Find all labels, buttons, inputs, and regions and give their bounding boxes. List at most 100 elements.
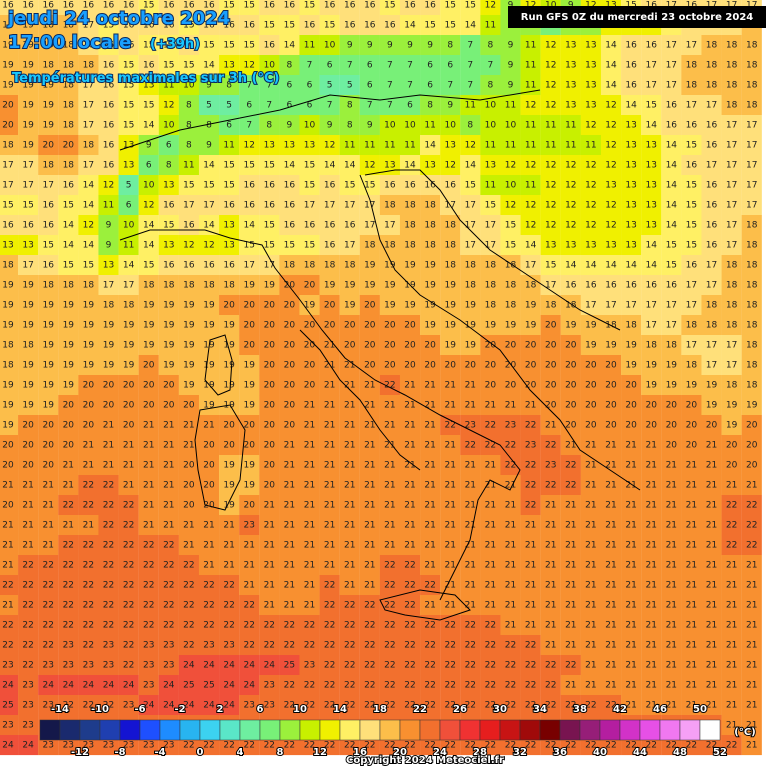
cell bbox=[158, 355, 179, 376]
value: 21 bbox=[605, 581, 616, 591]
value: 18 bbox=[63, 101, 75, 111]
cell bbox=[279, 155, 300, 176]
cell bbox=[681, 155, 702, 176]
value: 17 bbox=[645, 321, 656, 331]
value: 22 bbox=[404, 581, 415, 591]
cell bbox=[279, 75, 300, 96]
value: 24 bbox=[223, 681, 235, 691]
value: 21 bbox=[364, 441, 375, 451]
value: 22 bbox=[545, 661, 556, 671]
cell bbox=[379, 35, 401, 56]
value: 18 bbox=[746, 361, 758, 371]
cell bbox=[399, 195, 421, 216]
cell bbox=[460, 155, 481, 176]
cell bbox=[600, 255, 622, 276]
cell bbox=[440, 0, 461, 16]
cell bbox=[721, 295, 742, 316]
value: 21 bbox=[344, 461, 355, 471]
cell bbox=[460, 195, 481, 216]
cell bbox=[440, 115, 461, 136]
cell bbox=[319, 35, 340, 56]
cell bbox=[279, 15, 300, 36]
cell bbox=[600, 55, 622, 76]
value: 19 bbox=[465, 321, 477, 331]
cell bbox=[18, 355, 39, 376]
value: 18 bbox=[746, 81, 758, 91]
value: 20 bbox=[726, 441, 738, 451]
cell bbox=[118, 175, 139, 196]
value: 22 bbox=[103, 481, 114, 491]
cell bbox=[279, 295, 300, 316]
cell bbox=[18, 335, 39, 356]
value: 22 bbox=[203, 741, 214, 751]
value: 18 bbox=[384, 241, 396, 251]
cell bbox=[540, 155, 561, 176]
value: 20 bbox=[465, 361, 477, 371]
value: 8 bbox=[467, 121, 473, 131]
value: 16 bbox=[565, 281, 577, 291]
cell bbox=[239, 155, 260, 176]
value: 11 bbox=[223, 141, 234, 151]
value: 21 bbox=[42, 501, 53, 511]
cell bbox=[641, 295, 662, 316]
cell bbox=[359, 75, 380, 96]
cell bbox=[500, 295, 521, 316]
value: 21 bbox=[444, 541, 455, 551]
value: 21 bbox=[424, 481, 435, 491]
cell bbox=[279, 95, 300, 116]
value: 19 bbox=[143, 341, 155, 351]
cell bbox=[198, 255, 220, 276]
value: 14 bbox=[424, 141, 436, 151]
value: 12 bbox=[324, 141, 335, 151]
cell bbox=[58, 195, 79, 216]
cell bbox=[440, 255, 461, 276]
value: 21 bbox=[545, 601, 556, 611]
value: 19 bbox=[243, 381, 255, 391]
cell bbox=[319, 335, 340, 356]
cell bbox=[78, 175, 99, 196]
cell bbox=[78, 95, 99, 116]
cell bbox=[621, 115, 642, 136]
cell bbox=[178, 135, 200, 156]
value: 22 bbox=[42, 561, 53, 571]
value: 21 bbox=[243, 581, 254, 591]
value: 22 bbox=[384, 641, 395, 651]
value: 13 bbox=[625, 161, 636, 171]
value: 18 bbox=[384, 201, 396, 211]
value: 20 bbox=[203, 461, 215, 471]
cell bbox=[38, 155, 59, 176]
cell bbox=[681, 315, 702, 336]
value: 21 bbox=[83, 441, 94, 451]
legend-label: -2 bbox=[174, 704, 185, 715]
value: 17 bbox=[485, 241, 496, 251]
value: 22 bbox=[726, 741, 737, 751]
value: 21 bbox=[183, 421, 194, 431]
cell bbox=[58, 275, 79, 296]
value: 21 bbox=[424, 541, 435, 551]
legend-swatch bbox=[79, 719, 101, 741]
value: 21 bbox=[183, 441, 194, 451]
value: 20 bbox=[264, 461, 276, 471]
value: 20 bbox=[264, 361, 276, 371]
value: 16 bbox=[706, 241, 718, 251]
cell bbox=[741, 235, 762, 256]
value: 20 bbox=[605, 401, 617, 411]
value: 22 bbox=[203, 621, 214, 631]
value: 19 bbox=[726, 421, 738, 431]
value: 21 bbox=[565, 541, 576, 551]
cell bbox=[379, 115, 401, 136]
value: 17 bbox=[465, 221, 476, 231]
value: 20 bbox=[304, 361, 316, 371]
cell bbox=[460, 355, 481, 376]
value: 21 bbox=[264, 521, 275, 531]
cell bbox=[178, 275, 200, 296]
value: 19 bbox=[223, 381, 235, 391]
cell bbox=[319, 95, 340, 116]
legend-swatch bbox=[199, 719, 221, 741]
value: 22 bbox=[404, 681, 415, 691]
cell bbox=[701, 315, 722, 336]
value: 18 bbox=[485, 281, 497, 291]
cell bbox=[138, 315, 159, 336]
cell bbox=[178, 335, 200, 356]
value: 21 bbox=[123, 441, 134, 451]
